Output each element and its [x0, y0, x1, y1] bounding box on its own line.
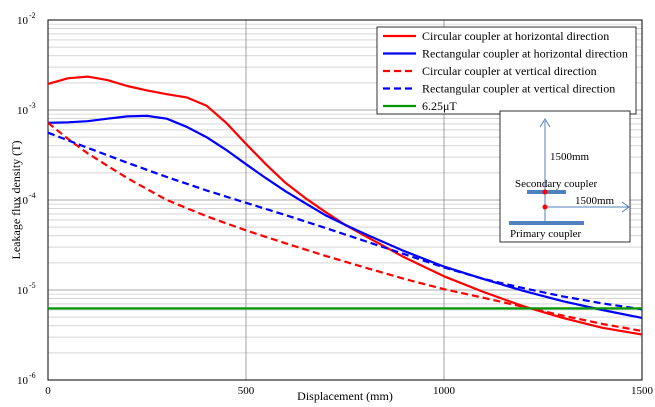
y-tick-exponent: -2	[29, 11, 36, 20]
series-line-1	[47, 75, 643, 336]
vertical-arrow-head	[539, 118, 551, 128]
horizontal-distance-label: 1500mm	[575, 195, 615, 207]
y-tick-label: 10	[17, 195, 29, 207]
legend-box	[376, 26, 637, 115]
primary-coupler-label: Primary coupler	[510, 228, 582, 240]
y-tick-exponent: -4	[29, 191, 36, 200]
y-tick-label: 10	[17, 285, 29, 297]
y-tick-labels: 10-610-510-410-310-2	[17, 11, 36, 387]
plot-frame	[47, 19, 643, 381]
vertical-distance-label: 1500mm	[550, 151, 590, 163]
secondary-point	[542, 189, 548, 195]
y-axis-title: Leakage flux density (T)	[9, 141, 23, 260]
secondary-coupler-label: Secondary coupler	[515, 178, 597, 190]
x-tick-labels: 0 500 1000 1500	[45, 385, 653, 397]
legend-label-5: 6.25μT	[422, 99, 457, 113]
y-tick-label: 10	[17, 105, 29, 117]
x-tick-label: 0	[45, 385, 51, 397]
y-tick-exponent: -3	[29, 101, 36, 110]
legend-label-3: Circular coupler at vertical direction	[422, 64, 597, 78]
series-line-3	[47, 121, 643, 333]
x-tick-label: 1000	[433, 385, 456, 397]
measure-origin-point	[542, 204, 548, 210]
horizontal-arrow-head	[621, 201, 630, 213]
y-tick-exponent: -5	[29, 281, 36, 290]
legend: Circular coupler at horizontal direction…	[376, 26, 637, 115]
x-axis-title: Displacement (mm)	[297, 389, 393, 403]
y-tick-exponent: -6	[29, 371, 36, 380]
legend-label-4: Rectangular coupler at vertical directio…	[422, 82, 615, 96]
inset-diagram: 1500mm 1500mm Secondary coupler Primary …	[499, 110, 631, 243]
legend-label-2: Rectangular coupler at horizontal direct…	[422, 47, 628, 61]
y-tick-label: 10	[17, 15, 29, 27]
x-tick-label: 1500	[631, 385, 654, 397]
primary-coupler-bar	[509, 221, 584, 225]
x-tick-label: 500	[238, 385, 255, 397]
legend-label-1: Circular coupler at horizontal direction	[422, 29, 609, 43]
inset-box	[499, 110, 631, 243]
y-tick-label: 10	[17, 375, 29, 387]
series-line-4	[47, 131, 643, 311]
series-layer	[47, 75, 643, 336]
